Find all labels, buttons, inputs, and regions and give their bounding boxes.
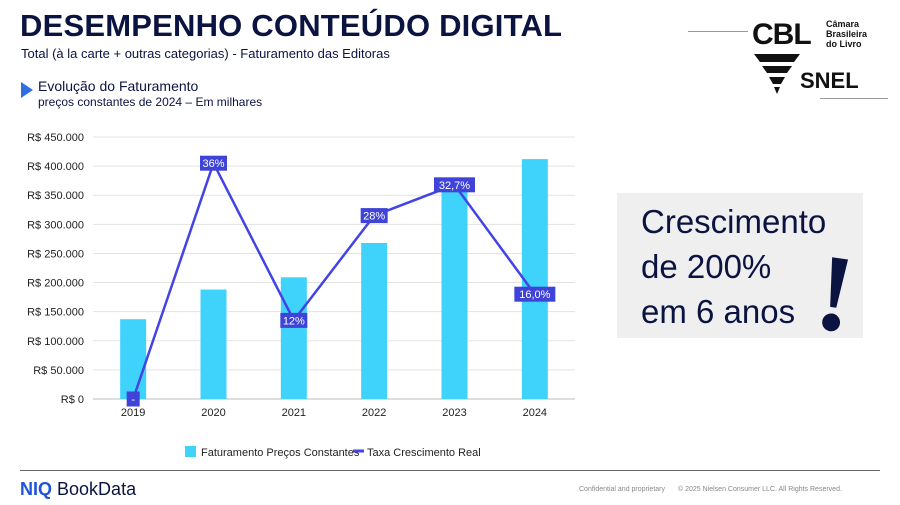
y-tick-label: R$ 0 [61,394,84,406]
y-tick-label: R$ 50.000 [33,365,84,377]
legend-line-label: Taxa Crescimento Real [367,447,481,459]
rate-label: 16,0% [519,289,550,301]
logos: CBL Câmara Brasileira do Livro SNEL [752,14,892,100]
cbl-sub-line-3: do Livro [826,39,862,49]
logo-divider [688,31,748,32]
y-tick-label: R$ 150.000 [27,307,84,319]
chart-grid [93,136,575,400]
y-axis-ticks: R$ 0 R$ 50.000 R$ 100.000 R$ 150.000 R$ 200.… [27,132,84,406]
x-tick-label: 2024 [523,407,547,419]
rate-label: 36% [202,158,224,170]
y-tick-label: R$ 350.000 [27,190,84,202]
rate-label: 32,7% [439,180,470,192]
logo-divider [820,98,888,99]
bar-2020 [200,289,227,399]
rate-label-box [200,155,227,171]
rate-label-box [360,208,388,224]
revenue-chart: R$ 0 R$ 50.000 R$ 100.000 R$ 150.000 R$ 200.… [27,132,575,459]
callout-line-3: em 6 anos [641,293,796,330]
snel-logo: SNEL [800,68,859,93]
rate-label: 12% [283,315,305,327]
cbl-logo-subtitle: Câmara Brasileira do Livro [826,19,867,49]
play-triangle-icon [21,82,33,98]
legend-bar-swatch [185,446,196,457]
chart-legend: Faturamento Preços Constantes Taxa Cresci… [185,446,481,459]
growth-rate-line [131,161,536,400]
cbl-sub-line-2: Brasileira [826,29,868,39]
bar-2023 [441,187,468,399]
bar-series [120,159,548,399]
callout-line-2: de 200% [641,248,772,285]
rate-label: 28% [363,211,385,223]
footer-divider [20,470,880,471]
copyright-note: © 2025 Nielsen Consumer LLC. All Rights … [678,486,842,493]
page-subtitle: Total (à la carte + outras categorias) -… [21,46,390,61]
y-tick-label: R$ 450.000 [27,132,84,144]
rate-label: - [131,394,135,406]
cbl-logo: CBL [752,18,812,51]
y-tick-label: R$ 300.000 [27,219,84,231]
rate-label-box [434,177,475,193]
bar-2019 [120,319,147,399]
y-tick-label: R$ 200.000 [27,278,84,290]
rate-label-box [280,312,308,328]
confidential-note: Confidential and proprietary [579,486,665,493]
x-tick-label: 2023 [442,407,466,419]
rate-label-box [126,391,140,407]
callout-line-1: Crescimento [641,203,827,240]
bar-2021 [280,277,307,399]
x-tick-label: 2022 [362,407,386,419]
bar-2024 [521,159,548,399]
bar-2022 [361,242,388,399]
x-tick-label: 2019 [121,407,145,419]
niq-bookdata-logo: NIQ BookData [20,479,136,500]
y-tick-label: R$ 100.000 [27,336,84,348]
chart-title: Evolução do Faturamento [38,78,199,94]
page-title: DESEMPENHO CONTEÚDO DIGITAL [20,8,563,43]
growth-callout: Crescimento de 200% em 6 anos [617,193,863,338]
chart-subtitle: preços constantes de 2024 – Em milhares [38,95,263,109]
snel-stripes-icon [754,54,800,94]
niq-logo-bold: NIQ [20,479,53,499]
rate-label-box [514,286,556,302]
x-tick-label: 2021 [282,407,306,419]
cbl-sub-line-1: Câmara [826,19,860,29]
bookdata-logo-text: BookData [57,479,137,499]
x-axis-ticks: 2019 2020 2021 2022 2023 2024 [121,407,547,419]
x-tick-label: 2020 [201,407,225,419]
y-tick-label: R$ 400.000 [27,161,84,173]
y-tick-label: R$ 250.000 [27,248,84,260]
legend-bar-label: Faturamento Preços Constantes [201,447,360,459]
growth-rate-labels: - 36% 12% 28% 32,7% 16,0% [126,155,556,407]
